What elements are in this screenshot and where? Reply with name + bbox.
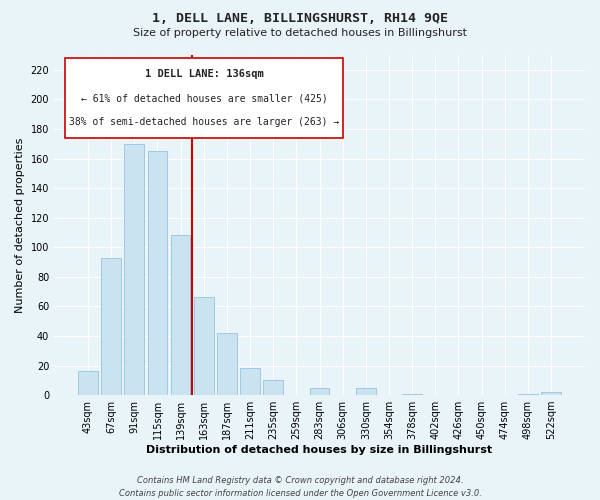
Text: 1 DELL LANE: 136sqm: 1 DELL LANE: 136sqm [145,70,263,80]
Bar [263,380,283,395]
Bar [356,388,376,395]
Bar [101,258,121,395]
Bar [217,333,237,395]
Bar [310,388,329,395]
Bar [240,368,260,395]
Bar [78,372,98,395]
Bar [402,394,422,395]
Y-axis label: Number of detached properties: Number of detached properties [15,138,25,312]
Text: 1, DELL LANE, BILLINGSHURST, RH14 9QE: 1, DELL LANE, BILLINGSHURST, RH14 9QE [152,12,448,26]
Bar [148,151,167,395]
Text: Contains HM Land Registry data © Crown copyright and database right 2024.
Contai: Contains HM Land Registry data © Crown c… [119,476,481,498]
Bar [518,394,538,395]
Bar [124,144,144,395]
X-axis label: Distribution of detached houses by size in Billingshurst: Distribution of detached houses by size … [146,445,493,455]
FancyBboxPatch shape [65,58,343,138]
Text: 38% of semi-detached houses are larger (263) →: 38% of semi-detached houses are larger (… [69,118,339,128]
Text: ← 61% of detached houses are smaller (425): ← 61% of detached houses are smaller (42… [80,94,328,104]
Bar [171,236,190,395]
Text: Size of property relative to detached houses in Billingshurst: Size of property relative to detached ho… [133,28,467,38]
Bar [194,298,214,395]
Bar [541,392,561,395]
